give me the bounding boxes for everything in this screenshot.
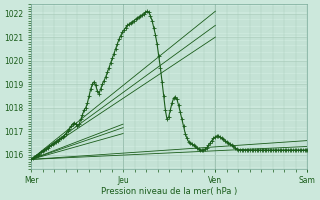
- X-axis label: Pression niveau de la mer( hPa ): Pression niveau de la mer( hPa ): [101, 187, 237, 196]
